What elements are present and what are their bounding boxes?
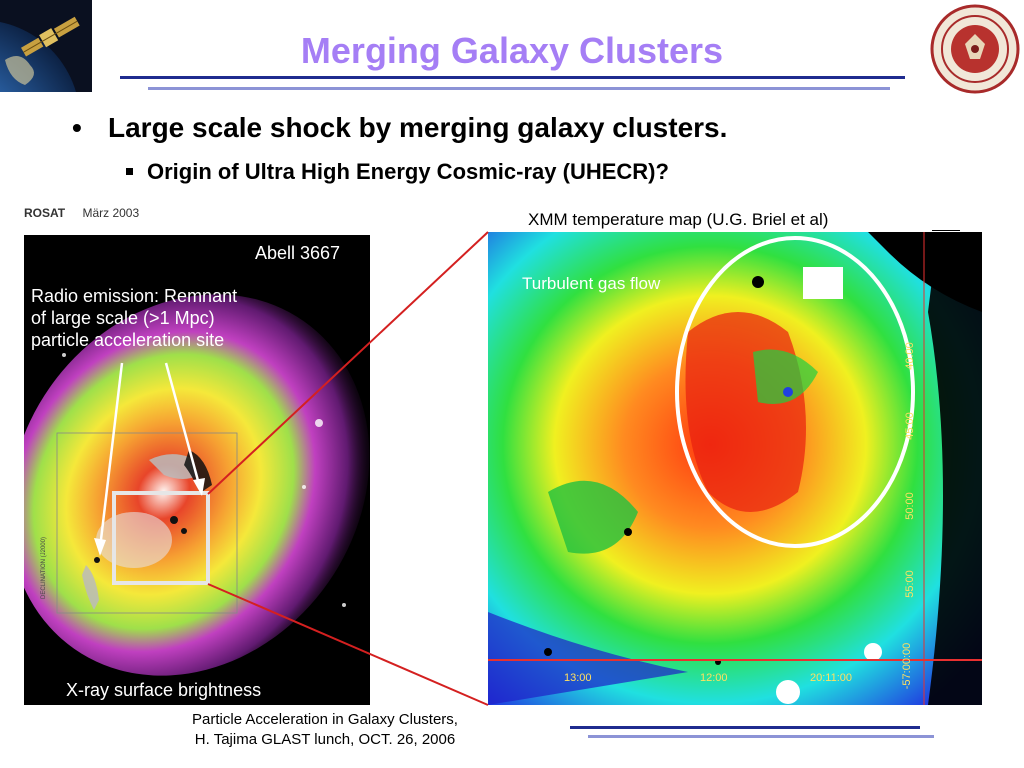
title-rule-light <box>148 87 890 90</box>
bullet-secondary: Origin of Ultra High Energy Cosmic-ray (… <box>126 159 669 185</box>
tick-bottom-2: 12:00 <box>700 672 728 684</box>
square-bullet-icon <box>126 167 133 175</box>
tick-right-1: 40:00 <box>903 342 916 370</box>
slide-title: Merging Galaxy Clusters <box>300 30 724 71</box>
footer-line-1: Particle Acceleration in Galaxy Clusters… <box>192 711 458 728</box>
caption-underline <box>932 230 960 231</box>
seal-logo <box>930 4 1020 94</box>
tick-right-5: -57:00:00 <box>901 642 914 690</box>
tick-right-3: 50:00 <box>903 492 916 520</box>
footer-line-2: H. Tajima GLAST lunch, OCT. 26, 2006 <box>194 731 456 748</box>
temperature-map: 40:00 45:00 50:00 55:00 -57:00:00 13:00 … <box>488 232 982 705</box>
footer-rule-light <box>588 735 934 738</box>
xray-caption: X-ray surface brightness <box>66 680 262 700</box>
footer: Particle Acceleration in Galaxy Clusters… <box>150 710 500 750</box>
radio-line-1: Radio emission: Remnant <box>31 286 238 306</box>
rosat-date: März 2003 <box>82 206 140 220</box>
tick-right-4: 55:00 <box>903 570 916 598</box>
abell-label: Abell 3667 <box>255 243 341 263</box>
bullet-secondary-text: Origin of Ultra High Energy Cosmic-ray (… <box>147 159 669 184</box>
tick-bottom-3: 20:11:00 <box>810 672 853 684</box>
xmm-caption: XMM temperature map (U.G. Briel et al) <box>528 210 829 229</box>
title-rule-dark <box>120 76 905 79</box>
radio-emission-label: Radio emission: Remnant of large scale (… <box>31 285 237 351</box>
turbulent-flow-label: Turbulent gas flow <box>522 274 661 293</box>
radio-line-3: particle acceleration site <box>31 330 225 350</box>
bullet-marker: • <box>72 112 82 143</box>
bullet-primary: • Large scale shock by merging galaxy clu… <box>72 112 727 144</box>
rosat-header: ROSAT März 2003 <box>24 206 139 220</box>
tick-right-2: 45:00 <box>903 412 916 440</box>
satellite-logo <box>0 0 92 92</box>
footer-rule-dark <box>570 726 920 729</box>
axis-label: DECLINATION (J2000) <box>41 537 47 599</box>
rosat-label: ROSAT <box>24 206 66 220</box>
radio-line-2: of large scale (>1 Mpc) <box>31 308 215 328</box>
bullet-primary-text: Large scale shock by merging galaxy clus… <box>108 112 728 143</box>
tick-bottom-1: 13:00 <box>564 672 592 684</box>
